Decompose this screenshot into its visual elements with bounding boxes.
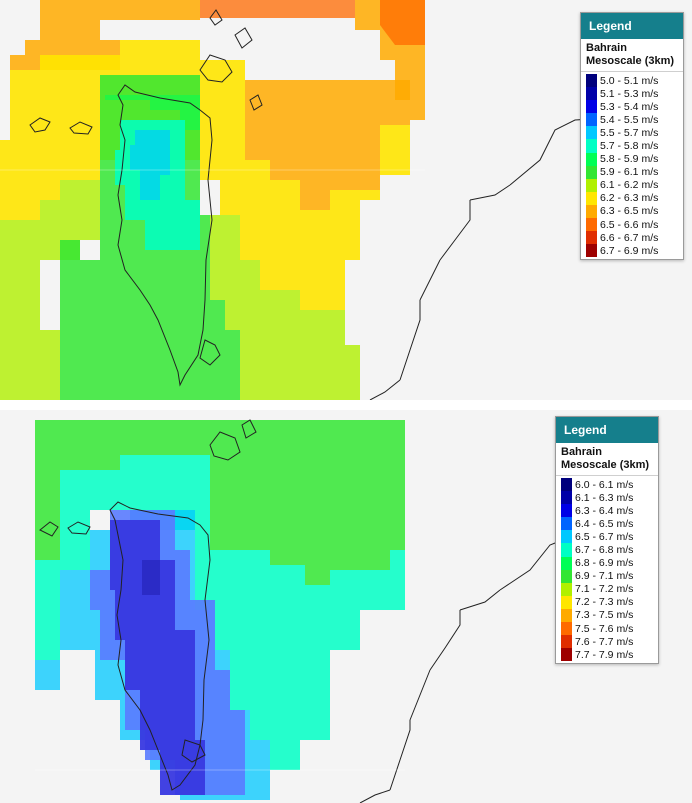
legend-item: 6.7 - 6.9 m/s	[586, 244, 683, 258]
legend-items-bottom: 6.0 - 6.1 m/s 6.1 - 6.3 m/s 6.3 - 6.4 m/s 6…	[556, 476, 658, 663]
legend-subtitle-bottom: Bahrain Mesoscale (3km)	[556, 443, 658, 476]
legend-item-label: 5.8 - 5.9 m/s	[600, 153, 659, 166]
legend-item: 6.6 - 6.7 m/s	[586, 231, 683, 245]
legend-swatch	[586, 191, 597, 205]
legend-item: 5.7 - 5.8 m/s	[586, 139, 683, 153]
coastline-outline-top	[29, 9, 651, 400]
legend-item: 5.4 - 5.5 m/s	[586, 113, 683, 127]
legend-item: 7.3 - 7.5 m/s	[561, 608, 658, 623]
legend-swatch	[586, 87, 597, 101]
legend-item: 6.4 - 6.5 m/s	[561, 517, 658, 531]
legend-item-label: 6.9 - 7.1 m/s	[575, 570, 634, 583]
legend-item-label: 5.4 - 5.5 m/s	[600, 113, 659, 126]
legend-item: 6.5 - 6.7 m/s	[561, 530, 658, 544]
legend-item: 6.0 - 6.1 m/s	[561, 478, 658, 492]
legend-swatch	[561, 608, 572, 623]
legend-item: 6.9 - 7.1 m/s	[561, 569, 658, 583]
legend-item: 6.8 - 6.9 m/s	[561, 556, 658, 570]
legend-swatch	[561, 517, 572, 531]
legend-swatch	[561, 595, 572, 609]
legend-item-label: 5.7 - 5.8 m/s	[600, 140, 659, 153]
legend-panel-top: Legend Bahrain Mesoscale (3km) 5.0 - 5.1…	[580, 12, 684, 261]
legend-swatch	[586, 165, 597, 179]
legend-item-label: 6.1 - 6.3 m/s	[575, 491, 634, 504]
legend-item-label: 5.9 - 6.1 m/s	[600, 166, 659, 179]
legend-item-label: 6.6 - 6.7 m/s	[600, 231, 659, 244]
legend-item: 5.1 - 5.3 m/s	[586, 87, 683, 101]
legend-item-label: 7.7 - 7.9 m/s	[575, 648, 634, 661]
legend-swatch	[561, 622, 572, 636]
legend-swatch	[586, 113, 597, 127]
legend-item: 6.7 - 6.8 m/s	[561, 543, 658, 557]
legend-item: 6.3 - 6.4 m/s	[561, 504, 658, 518]
legend-item: 5.0 - 5.1 m/s	[586, 74, 683, 88]
legend-swatch	[561, 530, 572, 544]
legend-swatch	[586, 139, 597, 153]
legend-panel-bottom: Legend Bahrain Mesoscale (3km) 6.0 - 6.1…	[555, 416, 659, 665]
legend-item-label: 6.3 - 6.5 m/s	[600, 205, 659, 218]
legend-item-label: 6.7 - 6.8 m/s	[575, 544, 634, 557]
legend-item-label: 7.6 - 7.7 m/s	[575, 635, 634, 648]
legend-subtitle-top: Bahrain Mesoscale (3km)	[581, 39, 683, 72]
legend-swatch	[561, 569, 572, 583]
legend-swatch	[586, 231, 597, 245]
legend-item: 6.5 - 6.6 m/s	[586, 218, 683, 232]
legend-item-label: 6.5 - 6.6 m/s	[600, 218, 659, 231]
legend-item-label: 6.8 - 6.9 m/s	[575, 557, 634, 570]
legend-item-label: 7.1 - 7.2 m/s	[575, 583, 634, 596]
wind-map-panel-bottom[interactable]: Legend Bahrain Mesoscale (3km) 6.0 - 6.1…	[0, 410, 692, 803]
wind-map-panel-top[interactable]: Legend Bahrain Mesoscale (3km) 5.0 - 5.1…	[0, 0, 692, 400]
legend-swatch	[586, 244, 597, 258]
legend-item: 5.8 - 5.9 m/s	[586, 152, 683, 166]
legend-item-label: 5.1 - 5.3 m/s	[600, 87, 659, 100]
legend-item-label: 5.3 - 5.4 m/s	[600, 100, 659, 113]
legend-item-label: 6.5 - 6.7 m/s	[575, 530, 634, 543]
legend-item-label: 6.2 - 6.3 m/s	[600, 192, 659, 205]
legend-swatch	[586, 178, 597, 192]
legend-swatch	[561, 635, 572, 649]
legend-items-top: 5.0 - 5.1 m/s 5.1 - 5.3 m/s 5.3 - 5.4 m/s 5…	[581, 72, 683, 259]
legend-swatch	[561, 543, 572, 557]
legend-item: 7.1 - 7.2 m/s	[561, 582, 658, 596]
legend-item-label: 6.4 - 6.5 m/s	[575, 517, 634, 530]
legend-swatch	[586, 204, 597, 219]
legend-item-label: 6.3 - 6.4 m/s	[575, 504, 634, 517]
legend-swatch	[561, 504, 572, 518]
legend-item: 6.1 - 6.2 m/s	[586, 178, 683, 192]
legend-item: 7.7 - 7.9 m/s	[561, 648, 658, 662]
legend-item-label: 7.2 - 7.3 m/s	[575, 596, 634, 609]
legend-swatch	[586, 74, 597, 88]
legend-title-bottom: Legend	[556, 417, 658, 443]
legend-swatch	[561, 478, 572, 492]
legend-item-label: 6.7 - 6.9 m/s	[600, 244, 659, 257]
legend-swatch	[561, 582, 572, 596]
legend-item: 7.6 - 7.7 m/s	[561, 635, 658, 649]
legend-item: 5.9 - 6.1 m/s	[586, 165, 683, 179]
legend-item-label: 6.1 - 6.2 m/s	[600, 179, 659, 192]
legend-item-label: 7.5 - 7.6 m/s	[575, 622, 634, 635]
legend-swatch	[561, 556, 572, 570]
legend-item: 5.5 - 5.7 m/s	[586, 126, 683, 140]
legend-swatch	[586, 218, 597, 232]
legend-item: 7.2 - 7.3 m/s	[561, 595, 658, 609]
legend-item: 5.3 - 5.4 m/s	[586, 100, 683, 114]
legend-item-label: 6.0 - 6.1 m/s	[575, 478, 634, 491]
legend-swatch	[586, 100, 597, 114]
legend-item-label: 5.0 - 5.1 m/s	[600, 74, 659, 87]
legend-swatch	[586, 126, 597, 140]
legend-swatch	[586, 152, 597, 166]
legend-item-label: 7.3 - 7.5 m/s	[575, 609, 634, 622]
legend-item-label: 5.5 - 5.7 m/s	[600, 126, 659, 139]
legend-swatch	[561, 648, 572, 662]
legend-item: 6.3 - 6.5 m/s	[586, 204, 683, 219]
legend-item: 6.2 - 6.3 m/s	[586, 191, 683, 205]
legend-item: 6.1 - 6.3 m/s	[561, 491, 658, 505]
legend-swatch	[561, 491, 572, 505]
legend-item: 7.5 - 7.6 m/s	[561, 622, 658, 636]
legend-title-top: Legend	[581, 13, 683, 39]
